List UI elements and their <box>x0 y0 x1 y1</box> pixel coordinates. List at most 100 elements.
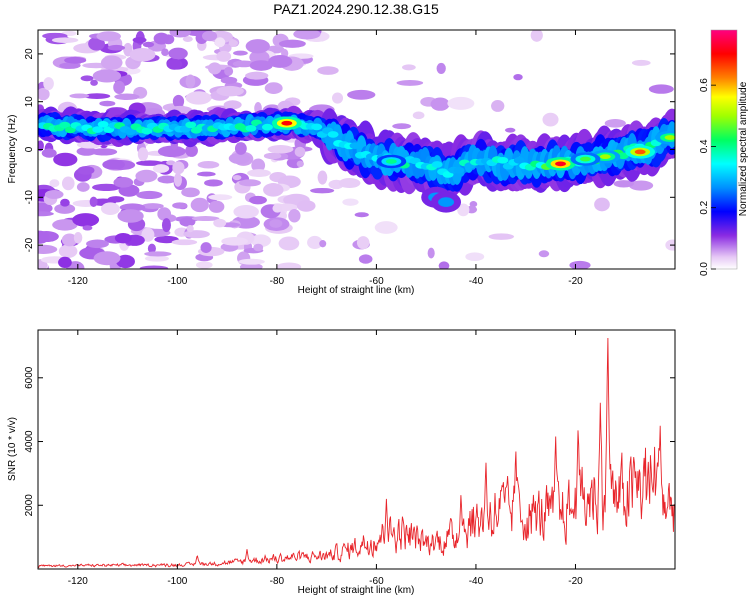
noise-blob <box>99 100 116 107</box>
ridge-core <box>92 126 104 133</box>
ridge-core <box>261 123 273 131</box>
noise-blob <box>250 234 271 248</box>
noise-blob <box>223 100 242 110</box>
noise-blob <box>197 171 216 177</box>
noise-blob <box>59 62 81 69</box>
noise-blob <box>100 202 120 216</box>
colorbar-tick-label: 0.0 <box>699 262 710 276</box>
noise-blob <box>234 142 247 155</box>
noise-blob <box>216 50 232 62</box>
x-tick-label: -40 <box>469 276 484 287</box>
noise-blob <box>233 50 248 56</box>
noise-blob <box>396 80 424 86</box>
noise-blob <box>166 58 183 70</box>
x-tick-label: -60 <box>369 276 384 287</box>
noise-blob <box>332 92 344 104</box>
noise-blob <box>64 56 87 64</box>
noise-blob <box>43 77 54 91</box>
noise-blob <box>168 47 188 60</box>
noise-blob <box>272 203 283 213</box>
x-tick-label: -80 <box>270 276 285 287</box>
noise-blob <box>54 203 76 214</box>
snr-y-label: SNR (10 * v/v) <box>7 417 18 481</box>
peak-center <box>555 161 567 167</box>
noise-blob <box>427 247 435 259</box>
noise-blob <box>354 212 369 218</box>
noise-blob <box>232 174 242 181</box>
noise-blob <box>310 187 335 194</box>
spectrogram-heat <box>38 30 675 269</box>
noise-blob <box>173 172 182 187</box>
ridge-core <box>327 131 339 138</box>
peak-center <box>385 159 397 164</box>
noise-blob <box>465 252 485 262</box>
y-tick-label: 20 <box>24 48 35 60</box>
branch-core <box>438 197 455 207</box>
noise-blob <box>249 60 273 71</box>
noise-blob <box>80 75 94 82</box>
noise-blob <box>137 147 149 162</box>
noise-blob <box>82 225 93 231</box>
y-tick-label: 4000 <box>24 430 35 453</box>
noise-blob <box>52 219 78 231</box>
noise-blob <box>207 62 222 75</box>
noise-blob <box>504 127 516 133</box>
noise-blob <box>61 233 78 247</box>
snr-y-ticks: 2000 4000 6000 <box>24 366 675 516</box>
noise-blob <box>278 39 306 48</box>
colorbar-gradient <box>711 30 737 269</box>
noise-blob <box>294 146 306 158</box>
noise-blob <box>238 258 265 265</box>
noise-blob <box>171 239 198 246</box>
noise-blob <box>491 100 505 112</box>
noise-blob <box>183 230 210 239</box>
noise-blob <box>136 190 163 200</box>
noise-blob <box>648 84 674 94</box>
noise-blob <box>41 148 57 158</box>
noise-blob <box>116 254 135 269</box>
noise-blob <box>213 218 227 228</box>
noise-blob <box>114 93 140 101</box>
noise-blob <box>117 209 144 223</box>
noise-blob <box>90 148 118 156</box>
noise-blob <box>135 169 158 183</box>
noise-blob <box>141 227 155 242</box>
x-tick-label: -40 <box>469 576 484 587</box>
noise-blob <box>392 123 412 130</box>
noise-blob <box>307 235 323 249</box>
noise-blob <box>200 242 212 253</box>
noise-blob <box>96 31 121 42</box>
noise-blob <box>358 254 373 264</box>
noise-blob <box>114 233 132 244</box>
snr-x-label: Height of straight line (km) <box>298 585 415 596</box>
noise-blob <box>542 112 559 127</box>
colorbar-label: Normalized spectral amplitude <box>738 81 749 216</box>
noise-blob <box>60 198 70 207</box>
noise-blob <box>113 80 125 94</box>
peak-center <box>634 149 646 155</box>
ridge-core <box>185 121 197 129</box>
noise-blob <box>92 69 122 83</box>
noise-blob <box>628 180 654 191</box>
noise-blob <box>374 221 398 234</box>
noise-blob <box>469 201 478 208</box>
colorbar-ticks: 0.0 0.2 0.4 0.6 <box>699 78 716 276</box>
y-tick-label: 2000 <box>24 494 35 517</box>
noise-blob <box>185 91 212 105</box>
noise-blob <box>245 71 269 80</box>
noise-blob <box>88 36 105 51</box>
noise-blob <box>76 182 90 192</box>
noise-blob <box>447 96 475 110</box>
noise-blob <box>513 73 523 81</box>
noise-blob <box>44 189 64 199</box>
ridge-core <box>513 156 525 164</box>
snr-panel: -120 -100 -80 -60 -40 -20 2000 4000 6000 Height… <box>7 329 676 596</box>
noise-blob <box>214 37 226 48</box>
ridge-core <box>431 161 443 168</box>
ridge-core <box>59 121 71 129</box>
noise-blob <box>268 55 293 68</box>
noise-blob <box>249 195 267 205</box>
noise-blob <box>93 251 121 266</box>
noise-blob <box>238 179 261 187</box>
